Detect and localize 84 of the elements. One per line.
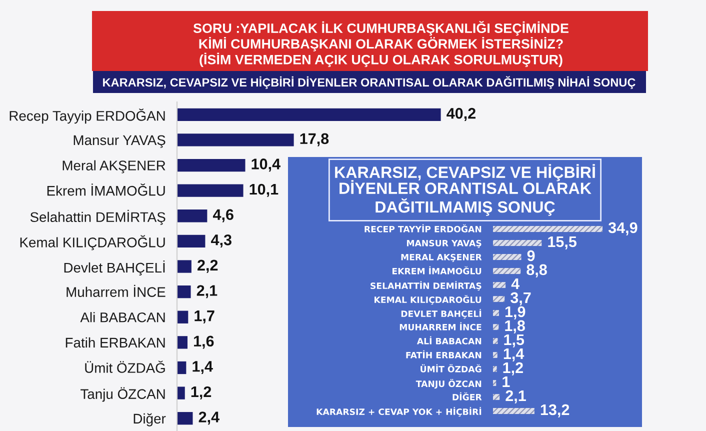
y-tick-label: Tanju ÖZCAN — [80, 387, 165, 402]
bar — [493, 282, 506, 288]
y-tick-label: ALİ BABACAN — [416, 336, 482, 344]
bar — [493, 366, 497, 372]
data-label: 1,2 — [191, 386, 212, 400]
chart-title: KARARSIZ, CEVAPSIZ VE HİÇBİRİ DİYENLER ORANTISAL OLARAK DAĞITILMAMIŞ SONUÇ — [335, 164, 595, 216]
chart-subtitle: KARARSIZ, CEVAPSIZ VE HİÇBİRİ DİYENLER ORANTISAL OLARAK DAĞITILMIŞ NİHAİ SONUÇ — [103, 76, 636, 89]
y-tick-label: Diğer — [134, 413, 166, 426]
y-tick-label: EKREM İMAMOĞLU — [392, 266, 482, 274]
y-tick-label: TANJU ÖZCAN — [416, 378, 482, 389]
bar — [177, 310, 188, 324]
y-tick-label: Ekrem İMAMOĞLU — [47, 184, 165, 196]
data-label: 9 — [527, 250, 535, 262]
data-label: 1,5 — [504, 334, 524, 348]
data-label: 40,2 — [446, 108, 476, 121]
y-tick-label: Kemal KILIÇDAROĞLU — [20, 235, 165, 250]
bar — [493, 240, 542, 246]
bar — [493, 254, 522, 260]
y-tick-label: Selahattin DEMİRTAŞ — [30, 210, 166, 225]
bar — [493, 226, 603, 232]
y-tick-label: Devlet BAHÇELİ — [64, 260, 165, 276]
data-label: 1,4 — [192, 361, 213, 374]
bar — [177, 134, 294, 146]
y-tick-label: Meral AKŞENER — [62, 160, 166, 174]
bar — [177, 260, 192, 273]
data-label: 4,6 — [212, 209, 234, 222]
data-label: 4,3 — [211, 234, 232, 248]
bar — [493, 408, 534, 414]
y-tick-label: Ümit ÖZDAĞ — [85, 360, 165, 373]
bar — [493, 380, 496, 386]
bar — [493, 338, 498, 344]
data-label: 1,8 — [505, 320, 525, 334]
y-tick-label: ÜMİT ÖZDAĞ — [420, 364, 482, 372]
y-tick-label: Ali BABACAN — [80, 312, 165, 322]
bar — [177, 234, 206, 248]
bar — [177, 412, 193, 425]
data-label: 1,7 — [194, 310, 214, 324]
bar — [177, 184, 244, 197]
bar — [493, 324, 499, 330]
chart-title: SORU :YAPILACAK İLK CUMHURBAŞKANLIĞI SEÇİMİNDE KİMİ CUMHURBAŞKANI OLARAK GÖRMEK İSTERSİNİZ? (İSİM VERMEDEN AÇIK UÇLU OLARAK SORULMUŞTUR) — [193, 20, 568, 68]
y-tick-label: DİĞER — [452, 392, 482, 400]
data-label: 34,9 — [608, 222, 638, 236]
bar — [493, 296, 505, 302]
y-tick-label: Muharrem İNCE — [66, 284, 166, 297]
y-tick-label: SELAHATTİN DEMİRTAŞ — [370, 280, 482, 291]
y-tick-label: KARARSIZ + CEVAP YOK + HİÇBİRİ — [316, 406, 482, 417]
data-label: 10,1 — [250, 184, 278, 197]
y-tick-label: DEVLET BAHÇELİ — [401, 308, 482, 319]
data-label: 2,1 — [506, 390, 526, 404]
data-label: 1,6 — [194, 336, 214, 349]
bar — [177, 285, 191, 298]
y-tick-label: MANSUR YAVAŞ — [406, 240, 482, 248]
data-label: 8,8 — [526, 264, 547, 278]
bar — [493, 352, 498, 358]
data-label: 2,2 — [198, 260, 218, 273]
bar — [177, 361, 186, 374]
bar — [177, 386, 185, 400]
bar — [493, 268, 521, 274]
data-label: 2,1 — [196, 285, 218, 298]
data-label: 17,8 — [300, 133, 329, 146]
y-tick-label: MERAL AKŞENER — [401, 254, 482, 262]
y-tick-label: Mansur YAVAŞ — [74, 135, 166, 148]
data-label: 15,5 — [548, 236, 577, 250]
y-tick-label: Recep Tayyip ERDOĞAN — [10, 108, 165, 124]
bar — [493, 310, 499, 316]
data-label: 1,9 — [505, 306, 526, 320]
bar — [177, 108, 441, 121]
y-tick-label: Fatih ERBAKAN — [66, 337, 165, 348]
bar — [493, 394, 500, 400]
data-label: 13,2 — [540, 404, 570, 418]
y-tick-label: RECEP TAYYİP ERDOĞAN — [364, 224, 482, 232]
data-label: 1 — [502, 376, 510, 387]
y-tick-label: MUHARREM İNCE — [400, 322, 482, 330]
y-tick-label: FATİH ERBAKAN — [406, 350, 482, 358]
data-label: 10,4 — [252, 158, 280, 172]
data-label: 1,2 — [503, 362, 523, 376]
data-label: 2,4 — [198, 412, 220, 425]
bar — [177, 158, 246, 172]
y-tick-label: KEMAL KILIÇDAROĞLU — [374, 294, 482, 305]
bar — [177, 210, 208, 222]
data-label: 1,4 — [504, 348, 524, 362]
data-label: 4 — [511, 278, 520, 289]
bar — [177, 336, 188, 349]
data-label: 3,7 — [510, 292, 531, 306]
